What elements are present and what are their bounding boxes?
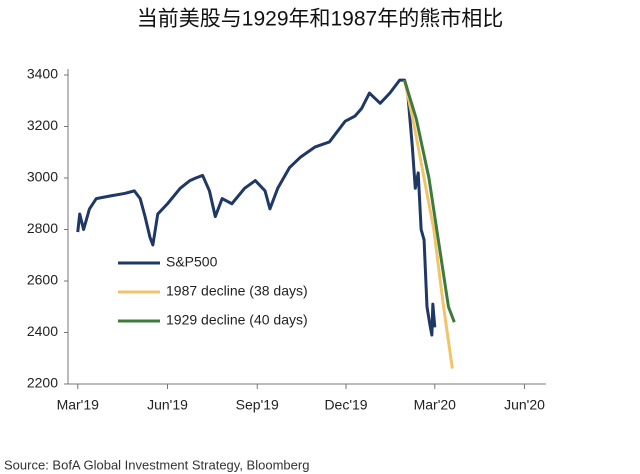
x-tick-label: Jun'20 bbox=[504, 397, 545, 413]
y-tick-label: 2600 bbox=[27, 272, 58, 288]
legend-label: 1987 decline (38 days) bbox=[166, 283, 308, 299]
x-tick-label: Mar'20 bbox=[414, 397, 457, 413]
x-tick-label: Dec'19 bbox=[324, 397, 367, 413]
legend-label: 1929 decline (40 days) bbox=[166, 312, 308, 328]
y-tick-label: 3000 bbox=[27, 169, 58, 185]
source: Source: BofA Global Investment Strategy,… bbox=[4, 457, 309, 472]
y-tick-label: 3200 bbox=[27, 117, 58, 133]
y-tick-label: 2400 bbox=[27, 323, 58, 339]
series-line bbox=[403, 79, 456, 323]
y-tick-label: 3400 bbox=[27, 66, 58, 82]
legend-label: S&P500 bbox=[166, 254, 218, 270]
x-tick-label: Sep'19 bbox=[236, 397, 279, 413]
y-tick-label: 2200 bbox=[27, 375, 58, 391]
chart-title: 当前美股与1929年和1987年的熊市相比 bbox=[137, 8, 503, 31]
series-line bbox=[403, 79, 454, 369]
y-tick-label: 2800 bbox=[27, 220, 58, 236]
x-tick-label: Mar'19 bbox=[57, 397, 100, 413]
series-line bbox=[76, 78, 437, 337]
x-tick-label: Jun'19 bbox=[147, 397, 188, 413]
